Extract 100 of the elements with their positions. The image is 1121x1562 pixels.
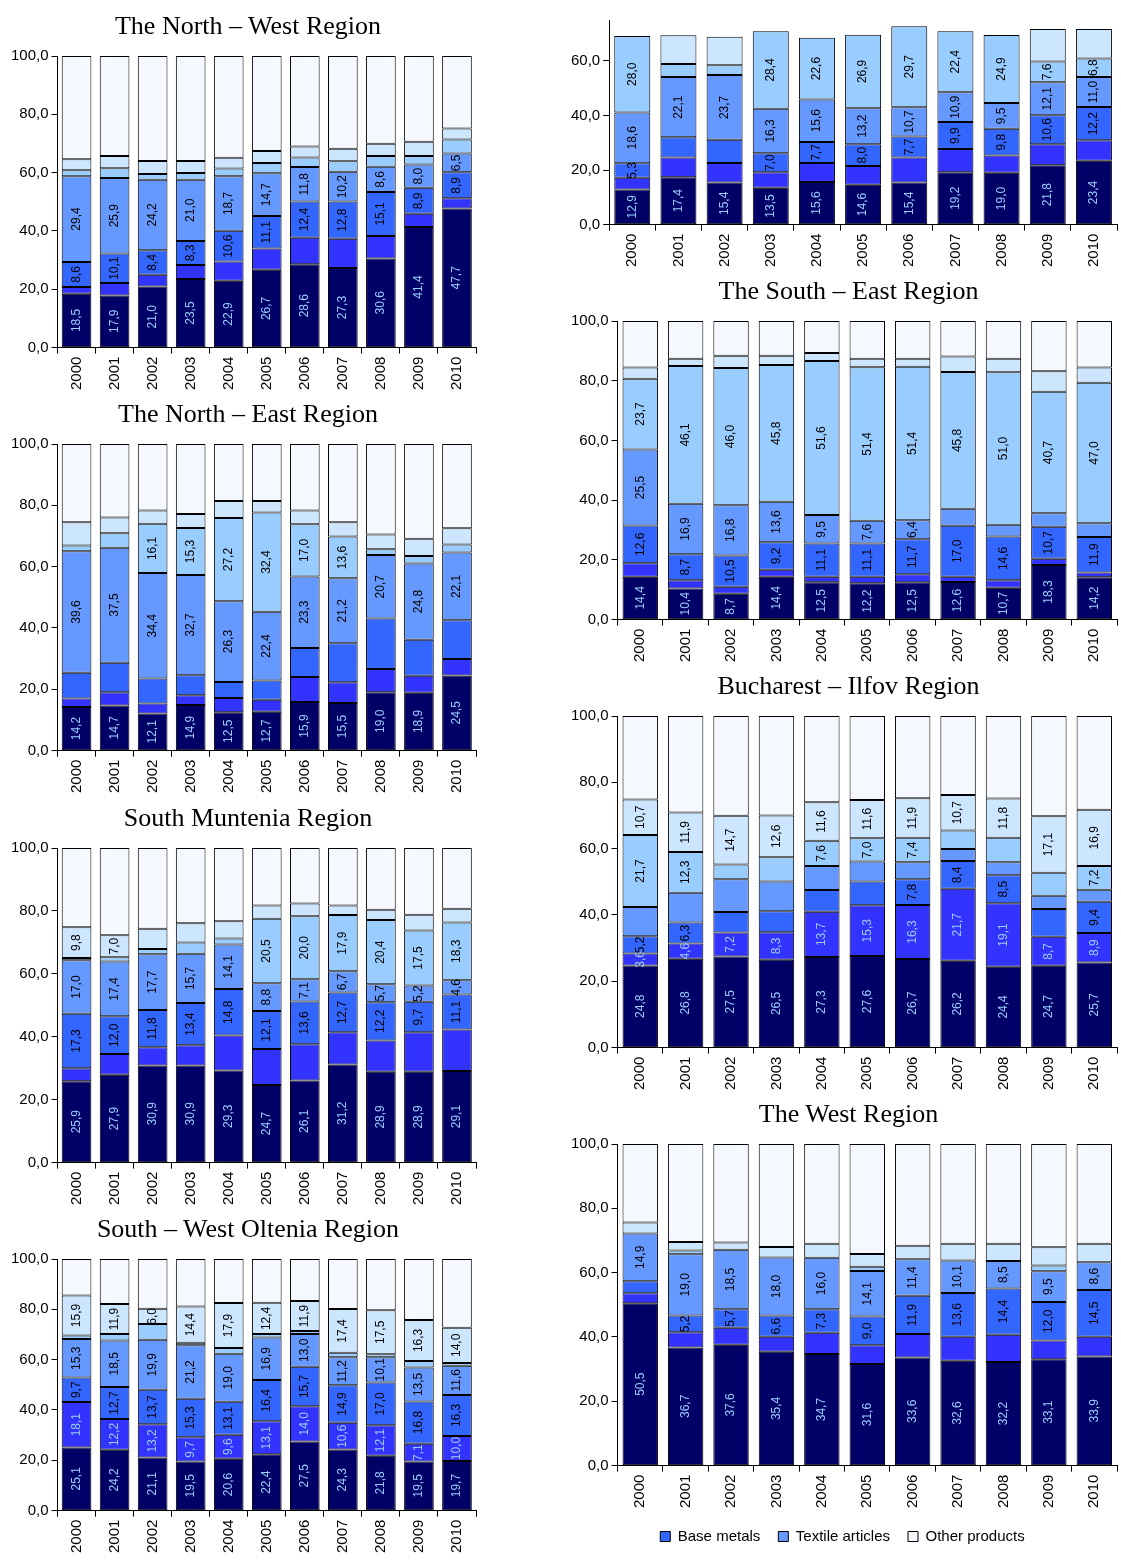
- chart-title: South – West Oltenia Region: [95, 1213, 401, 1245]
- data-label: 17,4: [335, 1318, 350, 1343]
- y-tick-label: 60,0: [19, 963, 49, 981]
- data-label: 16,0: [814, 1271, 829, 1296]
- data-label: 14,8: [221, 1000, 236, 1024]
- data-label: 21,0: [183, 198, 197, 222]
- data-label: 39,6: [68, 600, 83, 624]
- data-label: 10,2: [335, 174, 350, 199]
- x-tick-label: 2009: [409, 1171, 427, 1206]
- data-label: 24,5: [449, 700, 464, 725]
- data-label: 19,7: [449, 1473, 464, 1498]
- data-label: 11,1: [814, 548, 829, 572]
- data-label: 8,4: [950, 866, 965, 884]
- data-label: 12,7: [106, 1391, 121, 1415]
- x-tick-label: 2005: [256, 759, 274, 794]
- data-label: 5,2: [677, 1315, 692, 1333]
- data-label: 16,1: [144, 536, 159, 561]
- data-label: 20,6: [221, 1472, 236, 1497]
- data-label: 5,7: [723, 1309, 738, 1327]
- data-label: 15,1: [373, 201, 388, 226]
- data-label: 19,5: [411, 1473, 426, 1498]
- data-label: 7,6: [859, 523, 874, 541]
- data-label: 9,2: [768, 547, 783, 565]
- y-tick-label: 80,0: [579, 370, 609, 388]
- x-tick-label: 2000: [66, 1171, 84, 1206]
- data-label: 12,5: [814, 588, 829, 613]
- data-label: 9,9: [947, 126, 962, 144]
- data-label: 17,9: [221, 1313, 236, 1338]
- x-tick-label: 2006: [294, 356, 312, 391]
- x-tick-label: 2009: [1039, 1056, 1057, 1091]
- x-tick-label: 2007: [332, 759, 350, 794]
- x-tick-label: 2003: [180, 759, 198, 794]
- data-label: 18,9: [411, 709, 426, 734]
- data-label: 11,9: [1086, 543, 1101, 566]
- data-label: 13,2: [144, 1428, 159, 1453]
- data-label: 10,7: [1041, 530, 1056, 555]
- data-label: 21,8: [1040, 182, 1055, 207]
- x-tick-label: 2002: [714, 233, 732, 268]
- data-label: 21,8: [373, 1470, 388, 1495]
- legend-label: Base metals: [677, 1526, 761, 1544]
- data-label: 4,6: [677, 942, 692, 960]
- y-tick-label: 20,0: [19, 1450, 49, 1468]
- data-label: 11,9: [904, 1303, 919, 1327]
- y-tick-label: 60,0: [579, 430, 609, 448]
- data-label: 8,7: [677, 558, 692, 576]
- data-label: 14,2: [68, 716, 83, 741]
- data-label: 16,8: [411, 1410, 426, 1435]
- data-label: 28,0: [624, 62, 639, 86]
- x-tick-label: 2004: [218, 1519, 236, 1554]
- data-label: 28,4: [763, 57, 778, 82]
- data-label: 5,2: [411, 985, 426, 1003]
- x-tick-label: 2009: [409, 759, 427, 794]
- data-label: 15,3: [183, 539, 197, 564]
- data-label: 23,7: [632, 402, 647, 426]
- x-tick-label: 2003: [180, 356, 198, 391]
- data-label: 37,5: [106, 593, 121, 617]
- x-tick-label: 2007: [945, 233, 963, 268]
- data-label: 24,2: [144, 202, 159, 227]
- data-label: 8,5: [995, 1266, 1010, 1284]
- data-label: 11,6: [814, 809, 829, 833]
- x-tick-label: 2000: [622, 233, 640, 268]
- data-label: 15,9: [68, 1303, 83, 1328]
- x-tick-label: 2006: [902, 1056, 920, 1091]
- data-label: 9,8: [68, 934, 83, 952]
- data-label: 17,9: [106, 309, 121, 333]
- y-tick-label: 80,0: [579, 1198, 609, 1216]
- data-label: 29,7: [901, 54, 916, 79]
- y-tick-label: 20,0: [19, 679, 49, 697]
- data-label: 22,4: [259, 1470, 274, 1494]
- x-tick-label: 2003: [766, 628, 784, 663]
- y-tick-label: 60,0: [579, 838, 609, 856]
- data-label: 9,7: [68, 1381, 83, 1399]
- data-label: 8,6: [373, 170, 388, 188]
- data-label: 45,8: [768, 421, 783, 445]
- data-label: 17,0: [68, 975, 83, 999]
- data-label: 14,4: [183, 1312, 197, 1337]
- data-label: 8,3: [183, 244, 197, 262]
- data-label: 21,2: [335, 598, 350, 623]
- data-label: 14,4: [632, 585, 647, 610]
- x-tick-label: 2002: [721, 1474, 739, 1509]
- data-label: 13,6: [950, 1302, 965, 1327]
- x-tick-label: 2008: [371, 356, 389, 391]
- data-label: 7,0: [763, 154, 778, 172]
- x-tick-label: 2007: [948, 628, 966, 663]
- data-label: 12,0: [1041, 1309, 1056, 1333]
- x-tick-label: 2000: [66, 1519, 84, 1554]
- x-tick-label: 2001: [104, 1519, 122, 1554]
- y-tick-label: 0,0: [27, 337, 49, 355]
- x-tick-label: 2004: [218, 759, 236, 794]
- data-label: 8,7: [723, 597, 738, 615]
- data-label: 13,2: [855, 114, 870, 138]
- data-label: 8,0: [411, 167, 426, 185]
- data-label: 26,9: [855, 59, 870, 84]
- data-label: 12,7: [259, 718, 274, 743]
- y-tick-label: 20,0: [570, 160, 601, 178]
- x-tick-label: 2005: [857, 628, 875, 663]
- data-label: 18,0: [768, 1274, 783, 1299]
- data-label: 51,4: [904, 431, 919, 456]
- data-label: 51,0: [995, 436, 1010, 461]
- data-label: 12,9: [624, 194, 639, 219]
